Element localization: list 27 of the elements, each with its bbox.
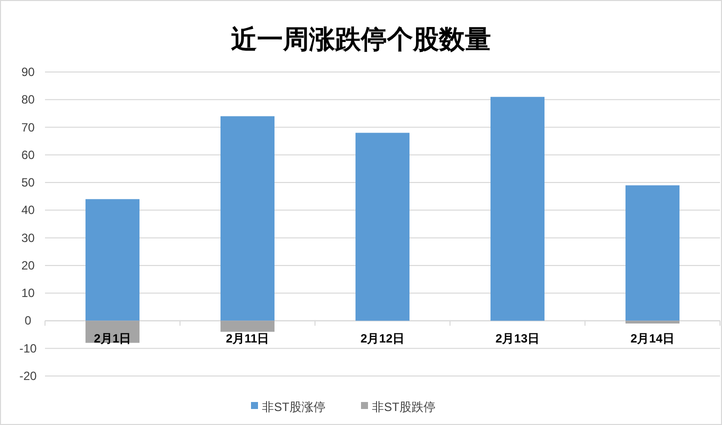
x-tick-label: 2月13日 [495,332,540,346]
y-tick-label: 50 [21,176,35,190]
y-tick-label: 80 [21,92,35,107]
bar [86,199,140,321]
bar [220,116,274,321]
y-tick-label: 70 [21,120,35,134]
y-tick-label: -10 [19,341,37,356]
x-tick-label: 2月12日 [360,332,405,346]
legend-label: 非ST股跌停 [372,400,436,414]
bar [490,96,544,321]
y-tick-label: 0 [24,314,32,328]
y-tick-label: -20 [19,369,37,383]
bar [220,320,274,332]
legend-label: 非ST股涨停 [262,400,326,414]
bar [356,132,410,321]
x-tick-label: 2月1日 [94,332,132,346]
x-tick-label: 2月14日 [630,332,675,346]
y-tick-label: 90 [21,65,35,79]
y-tick-label: 60 [21,148,35,162]
y-tick-label: 10 [21,286,35,300]
x-tick-label: 2月11日 [226,332,270,346]
y-tick-label: 20 [21,258,35,272]
chart-title: 近一周涨跌停个股数量 [231,24,491,54]
bar [626,320,680,324]
y-tick-label: 40 [21,203,35,218]
y-tick-label: 30 [21,230,35,245]
bar [626,185,680,321]
